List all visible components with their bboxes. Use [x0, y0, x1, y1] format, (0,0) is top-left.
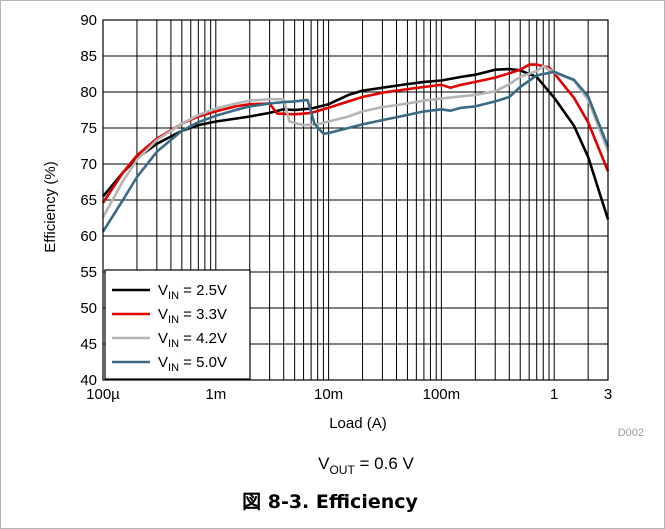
legend-label: VIN = 3.3V — [158, 306, 227, 326]
x-tick-label: 100m — [423, 386, 461, 403]
condition-symbol: V — [318, 454, 330, 473]
legend-label-symbol: V — [158, 306, 168, 323]
condition-value: = 0.6 V — [355, 454, 415, 473]
y-tick-label: 80 — [80, 84, 97, 101]
legend-label-value: = 5.0V — [179, 354, 227, 371]
legend-label-subscript: IN — [168, 362, 179, 374]
y-tick-label: 50 — [80, 300, 97, 317]
plot-border — [102, 19, 609, 381]
x-tick-label: 3 — [604, 386, 612, 403]
legend-label-subscript: IN — [168, 338, 179, 350]
y-axis-label: Efficiency (%) — [42, 161, 59, 252]
legend-label-symbol: V — [158, 282, 168, 299]
y-tick-label: 70 — [80, 156, 97, 173]
y-tick-label: 85 — [80, 48, 97, 65]
legend-label: VIN = 5.0V — [158, 354, 227, 374]
legend-label-subscript: IN — [168, 290, 179, 302]
series-line — [102, 67, 610, 220]
data-series — [101, 63, 610, 233]
x-tick-label: 100µ — [86, 386, 120, 403]
x-tick-label: 1 — [550, 386, 558, 403]
x-axis-label: Load (A) — [329, 415, 387, 432]
series-line — [101, 63, 610, 204]
legend-label-value: = 3.3V — [179, 306, 227, 323]
y-tick-label: 60 — [80, 228, 97, 245]
y-tick-labels: 40 45 50 55 60 65 70 75 80 85 90 — [80, 12, 97, 389]
y-tick-label: 90 — [80, 12, 97, 29]
y-tick-label: 75 — [80, 120, 97, 137]
condition-subscript: OUT — [329, 463, 355, 477]
y-tick-label: 40 — [80, 372, 97, 389]
y-tick-label: 45 — [80, 336, 97, 353]
legend-label-value: = 2.5V — [179, 282, 227, 299]
y-tick-label: 55 — [80, 264, 97, 281]
figure-id: D002 — [618, 427, 644, 439]
series-line — [101, 70, 610, 233]
legend-label: VIN = 4.2V — [158, 330, 227, 350]
legend-label-subscript: IN — [168, 314, 179, 326]
legend-label-symbol: V — [158, 354, 168, 371]
y-tick-label: 65 — [80, 192, 97, 209]
legend-label: VIN = 2.5V — [158, 282, 227, 302]
x-tick-label: 1m — [205, 386, 226, 403]
legend-label-symbol: V — [158, 330, 168, 347]
figure-caption: 図 8-3. Efficiency — [242, 491, 418, 513]
operating-condition: VOUT = 0.6 V — [318, 454, 414, 477]
series-line — [101, 64, 610, 218]
x-tick-label: 10m — [314, 386, 343, 403]
x-tick-labels: 100µ 1m 10m 100m 1 3 — [86, 386, 612, 403]
legend-label-value: = 4.2V — [179, 330, 227, 347]
